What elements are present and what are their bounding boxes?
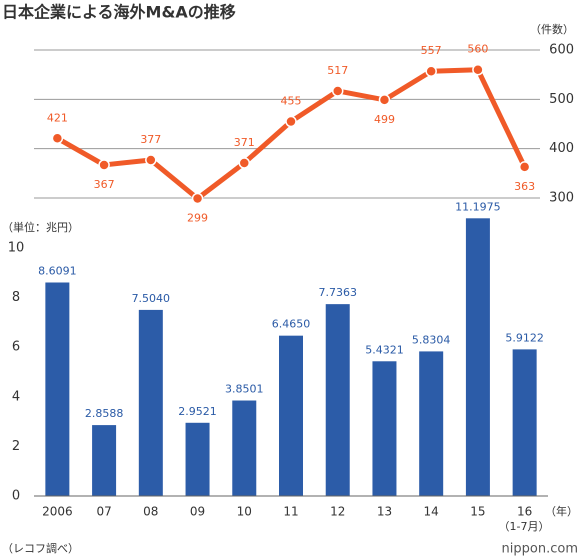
bar [279, 335, 303, 496]
data-label: 5.8304 [412, 333, 451, 346]
line-series [56, 67, 527, 201]
y2-tick-label: 600 [549, 43, 574, 58]
data-label: 377 [140, 133, 161, 146]
line-point [425, 65, 437, 77]
data-label: 6.4650 [272, 318, 311, 331]
y-tick-label: 4 [12, 389, 20, 404]
line-point [98, 159, 110, 171]
x-tick-label: 10 [237, 505, 252, 519]
data-label: 560 [467, 43, 488, 56]
data-label: 2.8588 [85, 407, 124, 420]
data-label: 371 [234, 136, 255, 149]
bar [465, 218, 490, 496]
bar [372, 361, 397, 496]
x-tick-label: 12 [330, 505, 345, 519]
x-tick-label: 07 [96, 505, 111, 519]
y-tick-label: 10 [8, 241, 25, 256]
data-label: 11.1975 [455, 200, 501, 213]
line-point [331, 85, 344, 97]
x-tick-label: 13 [377, 505, 392, 519]
line-point [145, 154, 157, 166]
line-point [378, 94, 391, 106]
line-point [51, 132, 64, 145]
x-tick-label: 08 [143, 505, 158, 519]
bar [512, 349, 537, 496]
y-tick-label: 0 [12, 489, 20, 504]
x-tick-label: 11 [283, 505, 298, 519]
data-label: 367 [94, 178, 115, 191]
bar [325, 304, 350, 496]
bar [92, 425, 117, 496]
bar [232, 400, 257, 496]
data-label: 455 [281, 95, 302, 108]
line-point [191, 192, 204, 205]
data-label: 7.7363 [318, 286, 357, 299]
line-point [472, 63, 484, 76]
data-label: 5.9122 [505, 331, 544, 344]
y-tick-label: 6 [12, 340, 20, 355]
data-label: 2.9521 [178, 405, 217, 418]
bar [185, 422, 210, 496]
bar [419, 351, 444, 496]
y2-tick-label: 300 [549, 191, 574, 206]
data-label: 499 [374, 113, 395, 126]
x-tick-label: 15 [470, 505, 485, 519]
x-note: （1-7月） [499, 520, 550, 533]
x-tick-label: 09 [190, 505, 205, 519]
bar [138, 309, 163, 496]
x-tick-label: 16 [517, 505, 532, 519]
data-label: 299 [187, 211, 208, 224]
y2-tick-label: 400 [549, 141, 574, 156]
bar [45, 282, 70, 496]
x-unit: （年） [545, 504, 578, 518]
chart-title: 日本企業による海外M&Aの推移 [2, 3, 236, 22]
data-label: 557 [421, 44, 442, 57]
y2-tick-label: 500 [549, 92, 574, 107]
data-label: 517 [327, 64, 348, 77]
line-point [238, 157, 251, 169]
x-tick-label: 14 [424, 505, 439, 519]
y-tick-label: 8 [12, 290, 20, 305]
credit: nippon.com [502, 542, 578, 557]
line-point [518, 161, 531, 173]
line-point [285, 115, 297, 128]
data-label: 3.8501 [225, 383, 264, 396]
source: （レコフ調べ） [2, 541, 79, 555]
x-tick-label: 2006 [42, 505, 73, 519]
data-label: 421 [47, 111, 68, 124]
data-label: 5.4321 [365, 343, 404, 356]
y-unit: （単位：兆円） [2, 220, 79, 234]
y2-unit: （件数） [530, 23, 574, 36]
y-tick-label: 2 [12, 439, 20, 454]
data-label: 363 [514, 180, 535, 193]
data-label: 7.5040 [132, 292, 171, 305]
data-label: 8.6091 [38, 264, 77, 277]
